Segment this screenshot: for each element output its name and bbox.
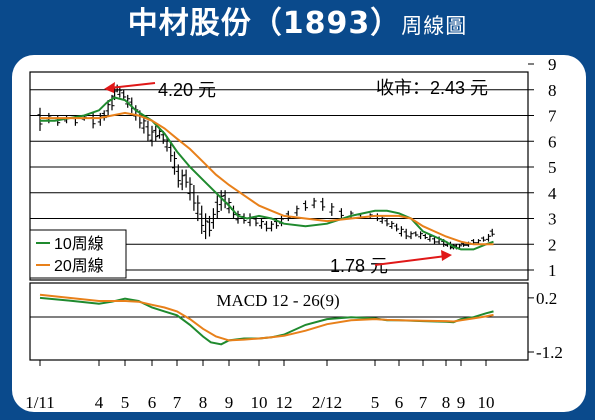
macd-signal-line [39,293,494,342]
x-tick-label: 8 [442,393,451,412]
title-main-text: 中材股份（1893） [127,6,402,41]
ma20-line [40,111,494,246]
price-panel-border [29,71,529,281]
legend-label-ma10: 10周線 [54,235,104,253]
price-y-tick-label: 9 [548,55,557,74]
chart-title: 中材股份（1893）周線圖 [0,4,595,46]
legend-label-ma20: 20周線 [54,257,104,275]
x-tick-label: 6 [148,393,157,412]
macd-y-tick-label: -1.2 [536,343,563,362]
price-y-tick-label: 5 [548,158,557,177]
price-y-tick-label: 1 [548,261,557,280]
x-tick-label: 12 [276,393,293,412]
low-arrow-head [441,250,452,261]
price-y-tick-label: 7 [548,107,557,126]
x-tick-label: 2/12 [312,393,342,412]
price-y-tick-label: 6 [548,132,557,151]
title-suffix-text: 周線圖 [401,14,468,38]
low-annotation: 1.78 元 [330,256,388,276]
price-y-tick-label: 3 [548,210,557,229]
x-tick-label: 5 [371,393,380,412]
x-tick-label: 10 [251,393,268,412]
macd-y-tick-label: 0.2 [536,289,557,308]
ma10-line [40,96,494,251]
high-arrow-head [104,82,115,93]
high-annotation: 4.20 元 [158,80,216,100]
x-tick-label: 9 [225,393,234,412]
price-y-tick-label: 2 [548,235,557,254]
x-tick-label: 6 [395,393,404,412]
low-arrow-line [374,255,447,266]
x-tick-label: 7 [419,393,428,412]
high-arrow-line [109,82,156,89]
price-y-tick-label: 4 [548,184,557,203]
x-tick-label: 4 [95,393,104,412]
macd-panel-border [29,282,529,361]
x-tick-label: 9 [457,393,466,412]
x-tick-label: 5 [121,393,130,412]
x-tick-label: 1/11 [25,393,55,412]
x-tick-label: 8 [199,393,208,412]
macd-label: MACD 12 - 26(9) [216,291,339,310]
x-tick-label: 7 [173,393,182,412]
legend-box [29,229,127,279]
price-y-tick-label: 8 [548,81,557,100]
x-tick-label: 10 [478,393,495,412]
close-annotation: 收市：2.43 元 [376,78,488,98]
title-bar: 中材股份（1893）周線圖 [0,0,595,50]
